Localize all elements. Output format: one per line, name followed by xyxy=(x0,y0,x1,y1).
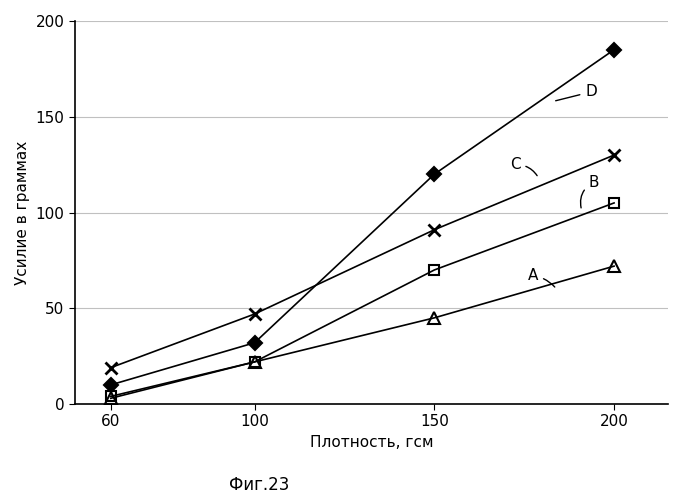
Text: D: D xyxy=(556,84,597,101)
Text: Фиг.23: Фиг.23 xyxy=(229,476,290,494)
Text: A: A xyxy=(528,268,555,287)
X-axis label: Плотность, гсм: Плотность, гсм xyxy=(309,435,433,450)
Text: B: B xyxy=(581,174,600,208)
Text: C: C xyxy=(510,157,537,176)
Y-axis label: Усилие в граммах: Усилие в граммах xyxy=(15,140,30,284)
